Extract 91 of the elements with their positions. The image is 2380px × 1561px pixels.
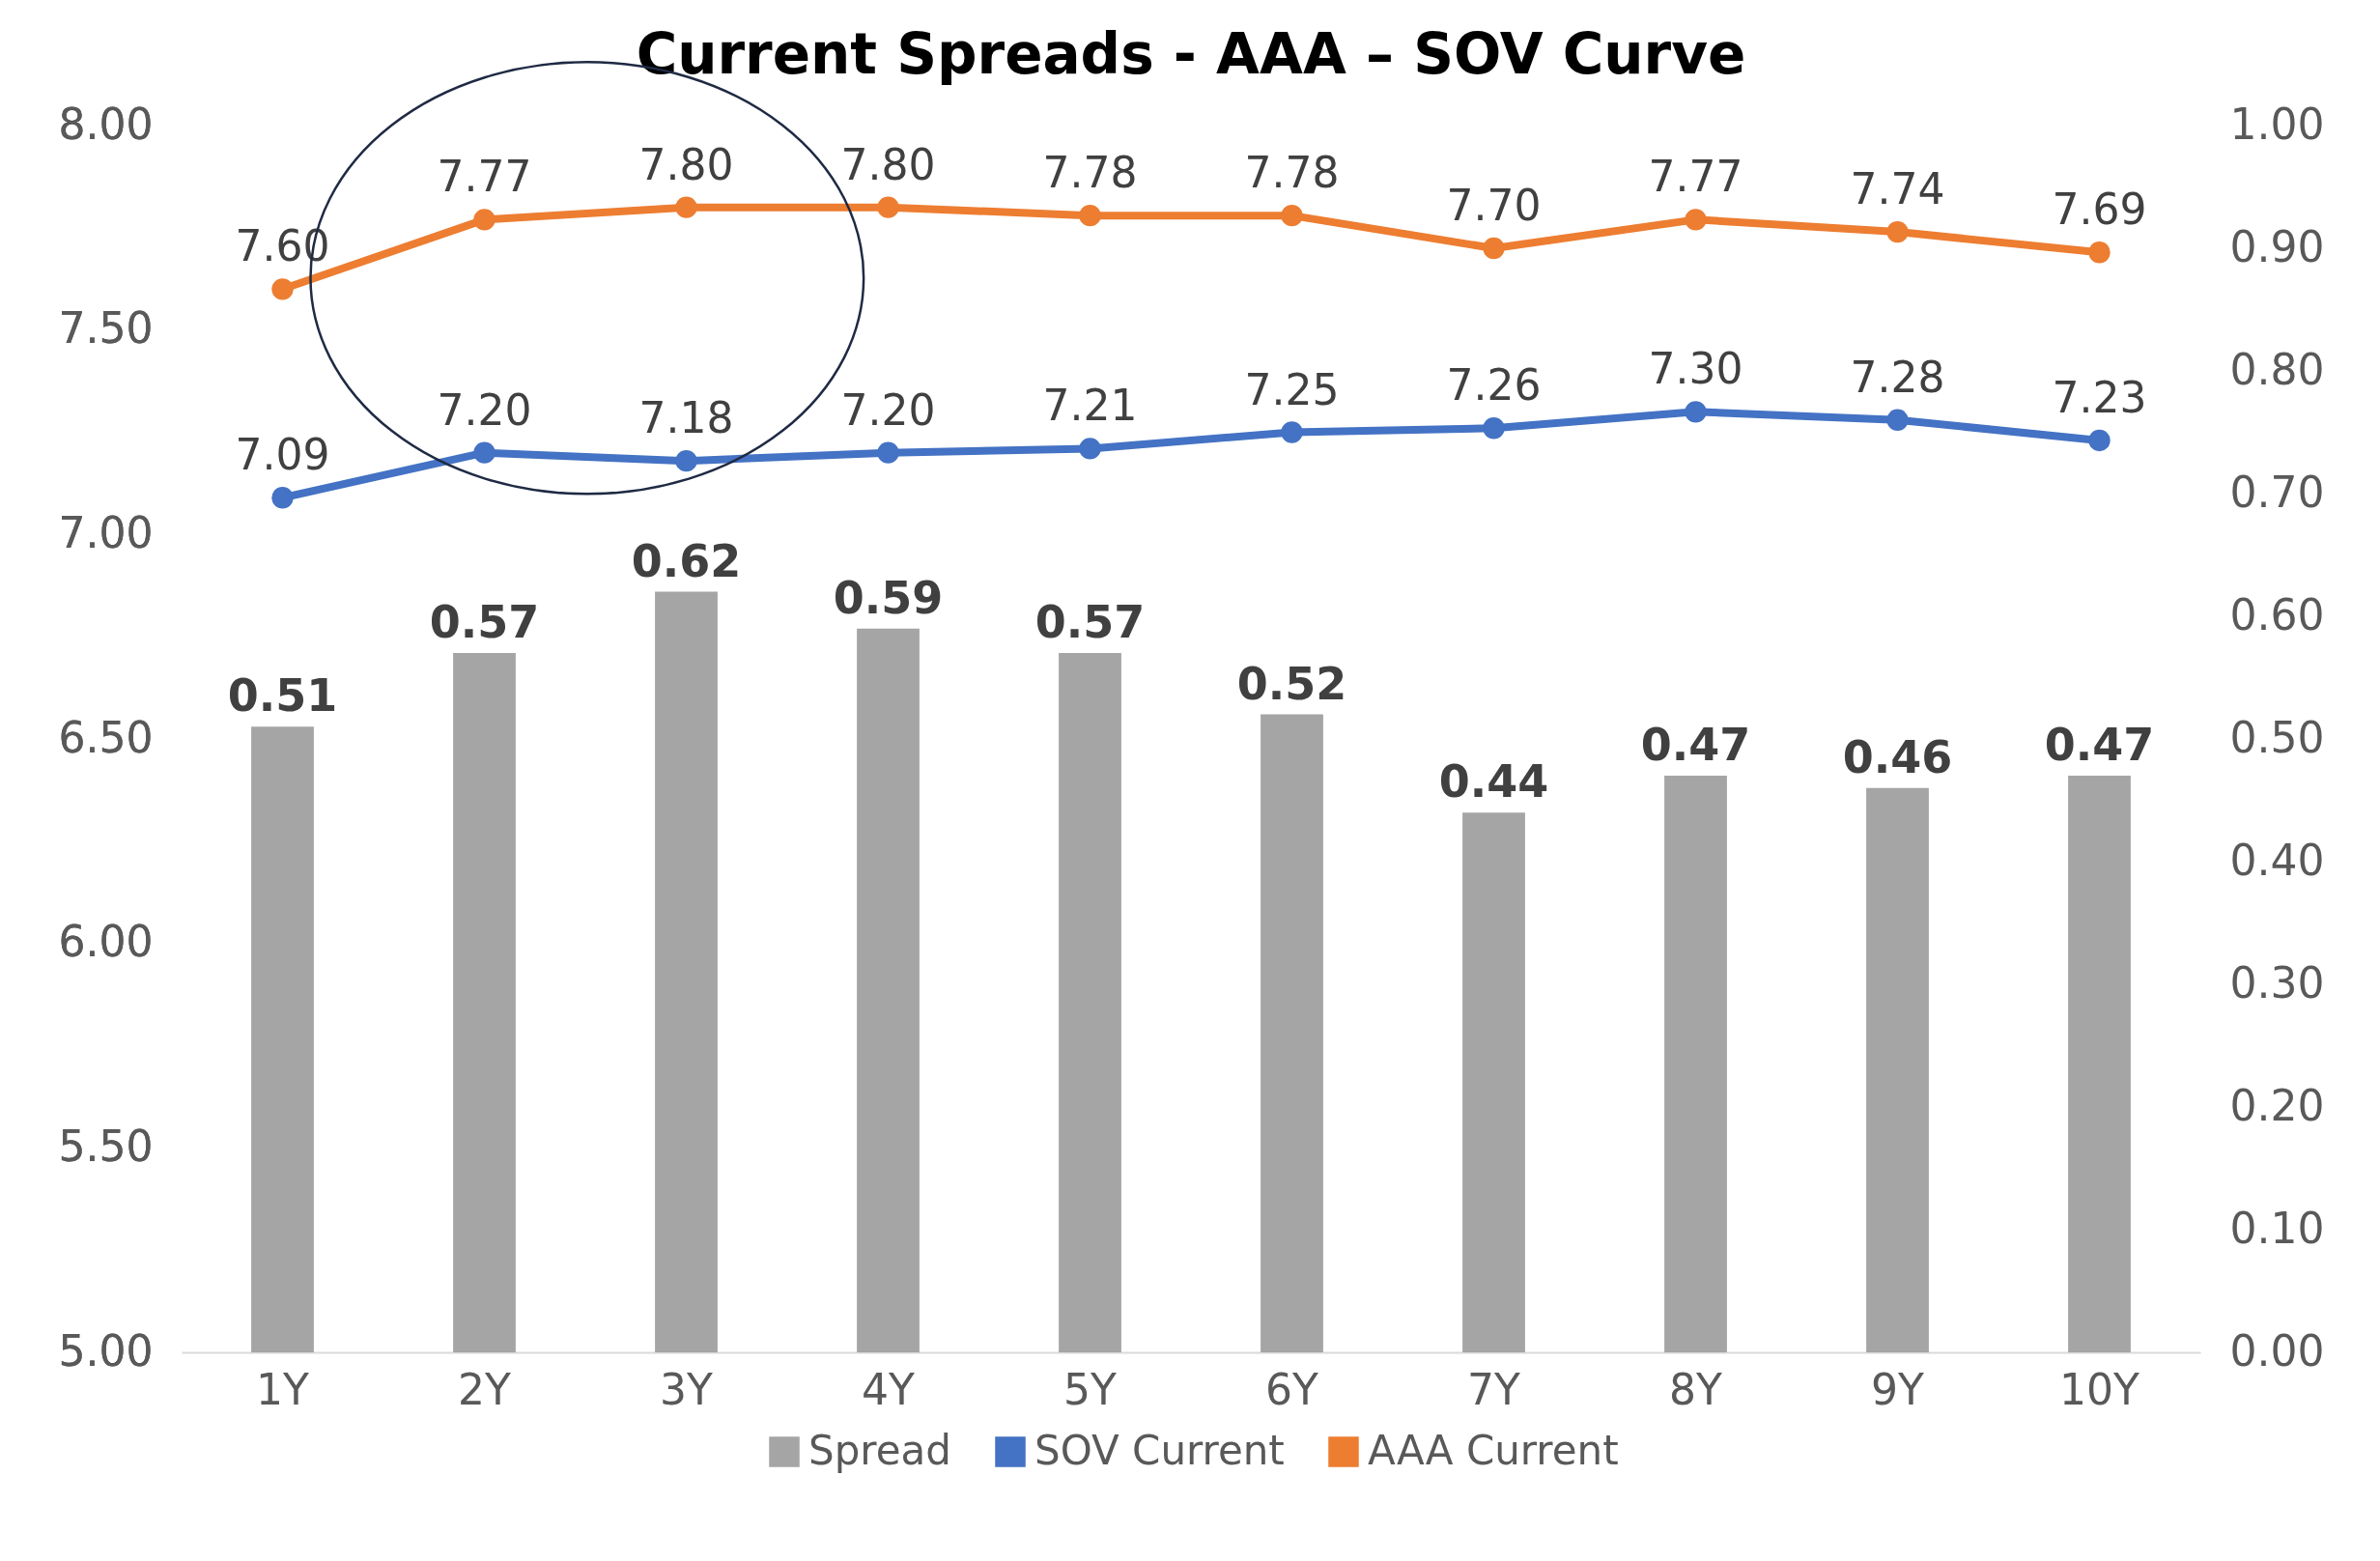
- data-label: 7.77: [437, 152, 532, 202]
- legend-label: AAA Current: [1368, 1427, 1619, 1474]
- data-label: 7.28: [1850, 352, 1945, 402]
- bar: [1664, 776, 1727, 1352]
- x-tick-label: 8Y: [1669, 1364, 1723, 1414]
- y-tick-label: 6.00: [58, 917, 154, 967]
- x-tick-label: 4Y: [862, 1364, 916, 1414]
- point: [1483, 237, 1505, 260]
- data-label: 7.20: [840, 384, 936, 435]
- point: [271, 278, 294, 300]
- data-label: 7.20: [437, 384, 532, 435]
- point: [2088, 241, 2111, 264]
- bar: [1261, 714, 1323, 1352]
- y2-tick-label: 0.50: [2229, 712, 2325, 762]
- x-tick-label: 5Y: [1063, 1364, 1118, 1414]
- y2-tick-label: 0.10: [2229, 1203, 2325, 1253]
- y2-tick-label: 0.00: [2229, 1325, 2325, 1376]
- bar: [251, 726, 314, 1352]
- bar: [857, 628, 920, 1352]
- data-label: 7.78: [1244, 148, 1340, 198]
- point: [1483, 417, 1505, 440]
- data-label: 7.77: [1648, 152, 1743, 202]
- data-label: 0.44: [1438, 755, 1549, 809]
- y2-tick-label: 0.20: [2229, 1080, 2325, 1130]
- data-label: 0.46: [1842, 730, 1953, 783]
- data-label: 7.26: [1446, 360, 1542, 411]
- data-label: 0.52: [1236, 657, 1347, 710]
- point: [1685, 401, 1707, 423]
- data-label: 7.80: [638, 139, 734, 189]
- bar: [1462, 812, 1525, 1352]
- x-tick-label: 7Y: [1467, 1364, 1521, 1414]
- y2-tick-label: 1.00: [2229, 99, 2325, 149]
- data-label: 7.74: [1850, 164, 1945, 214]
- legend-label: Spread: [808, 1427, 951, 1474]
- y2-tick-label: 0.30: [2229, 957, 2325, 1008]
- data-label: 7.30: [1648, 344, 1743, 394]
- point: [877, 196, 899, 218]
- y2-tick-label: 0.70: [2229, 467, 2325, 517]
- point: [1886, 409, 1909, 431]
- chart-title: Current Spreads - AAA – SOV Curve: [636, 21, 1746, 87]
- x-tick-label: 2Y: [458, 1364, 512, 1414]
- data-label: 7.69: [2052, 184, 2147, 235]
- point: [877, 441, 899, 464]
- point: [473, 209, 496, 231]
- y2-tick-label: 0.60: [2229, 589, 2325, 639]
- data-label: 7.23: [2052, 372, 2147, 422]
- point: [1079, 204, 1101, 227]
- point: [675, 449, 697, 472]
- data-label: 0.51: [227, 669, 338, 723]
- data-label: 7.70: [1446, 181, 1542, 230]
- data-label: 0.47: [2044, 719, 2155, 772]
- data-label: 7.09: [235, 430, 330, 480]
- data-label: 7.18: [638, 393, 734, 443]
- x-tick-label: 3Y: [660, 1364, 714, 1414]
- bar: [655, 591, 718, 1352]
- y-tick-label: 8.00: [58, 99, 154, 149]
- y-tick-label: 5.50: [58, 1121, 154, 1171]
- x-tick-label: 6Y: [1265, 1364, 1319, 1414]
- y2-tick-label: 0.80: [2229, 344, 2325, 394]
- y2-tick-label: 0.40: [2229, 835, 2325, 885]
- point: [1685, 209, 1707, 231]
- legend-label: SOV Current: [1034, 1427, 1285, 1474]
- point: [2088, 429, 2111, 452]
- x-tick-label: 9Y: [1871, 1364, 1925, 1414]
- data-label: 0.57: [1034, 596, 1146, 649]
- bar: [1866, 787, 1929, 1352]
- bar: [453, 653, 516, 1352]
- x-tick-label: 10Y: [2059, 1364, 2140, 1414]
- bar: [2068, 776, 2131, 1352]
- bar: [1059, 653, 1121, 1352]
- data-label: 7.78: [1042, 148, 1138, 198]
- data-label: 7.25: [1244, 364, 1340, 414]
- y-tick-label: 6.50: [58, 712, 154, 762]
- point: [675, 196, 697, 218]
- data-label: 0.62: [631, 534, 742, 587]
- data-label: 0.57: [429, 596, 540, 649]
- y-tick-label: 7.00: [58, 507, 154, 557]
- data-label: 0.59: [833, 571, 944, 624]
- point: [271, 487, 294, 509]
- point: [1281, 204, 1303, 227]
- y-tick-label: 5.00: [58, 1325, 154, 1376]
- point: [473, 441, 496, 464]
- point: [1281, 421, 1303, 443]
- point: [1079, 438, 1101, 460]
- y2-tick-label: 0.90: [2229, 221, 2325, 271]
- x-tick-label: 1Y: [256, 1364, 310, 1414]
- y-tick-label: 7.50: [58, 303, 154, 354]
- data-label: 7.21: [1042, 381, 1138, 431]
- data-label: 0.47: [1640, 719, 1751, 772]
- data-label: 7.80: [840, 139, 936, 189]
- point: [1886, 220, 1909, 243]
